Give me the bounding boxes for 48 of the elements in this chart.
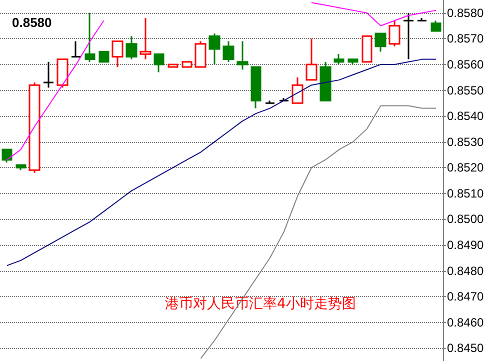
candlestick	[16, 164, 26, 171]
candlestick	[126, 35, 138, 60]
y-tick-label: 0.8450	[447, 341, 484, 356]
candlestick	[42, 61, 54, 88]
candlestick	[194, 40, 206, 68]
candlestick	[154, 53, 164, 73]
candlestick	[56, 58, 68, 88]
candlestick	[182, 61, 192, 68]
y-tick-label: 0.8540	[447, 109, 484, 124]
candlestick	[374, 32, 386, 52]
candlestick	[250, 66, 262, 110]
candlestick	[112, 40, 124, 68]
candlestick	[334, 53, 344, 66]
candlestick	[388, 20, 400, 48]
candlestick	[402, 12, 414, 60]
candlestick	[236, 40, 248, 70]
candlestick	[98, 50, 110, 63]
y-tick-label: 0.8530	[447, 134, 484, 149]
candlestick	[362, 35, 372, 63]
candlestick	[208, 32, 220, 66]
candlestick	[264, 100, 276, 104]
candlestick	[292, 76, 304, 104]
y-tick-label: 0.8560	[447, 57, 484, 72]
y-tick-label: 0.8500	[447, 212, 484, 226]
candlestick	[84, 12, 96, 63]
candlestick	[140, 17, 152, 60]
candlestick	[28, 82, 40, 174]
candlestick	[278, 97, 290, 102]
candlestick	[222, 40, 234, 63]
candlestick	[168, 64, 178, 68]
y-tick-label: 0.8550	[447, 83, 484, 98]
y-tick-label: 0.8490	[447, 238, 484, 252]
line-series	[6, 58, 437, 266]
y-tick-label: 0.8580	[447, 6, 484, 20]
candlestick	[320, 61, 332, 102]
y-tick-label: 0.8570	[447, 32, 484, 46]
y-tick-label: 0.8470	[447, 290, 484, 304]
candlestick	[348, 58, 358, 66]
y-tick-label: 0.8520	[447, 160, 484, 175]
candlestick	[2, 148, 12, 164]
y-tick-label: 0.8480	[447, 264, 484, 278]
candlestick	[306, 38, 318, 81]
y-tick-label: 0.8460	[447, 315, 484, 330]
candlestick	[430, 20, 442, 32]
candlestick	[70, 40, 82, 58]
annotation: 0.8580	[12, 15, 52, 30]
y-tick-label: 0.8510	[447, 186, 484, 200]
candlestick	[416, 17, 428, 22]
